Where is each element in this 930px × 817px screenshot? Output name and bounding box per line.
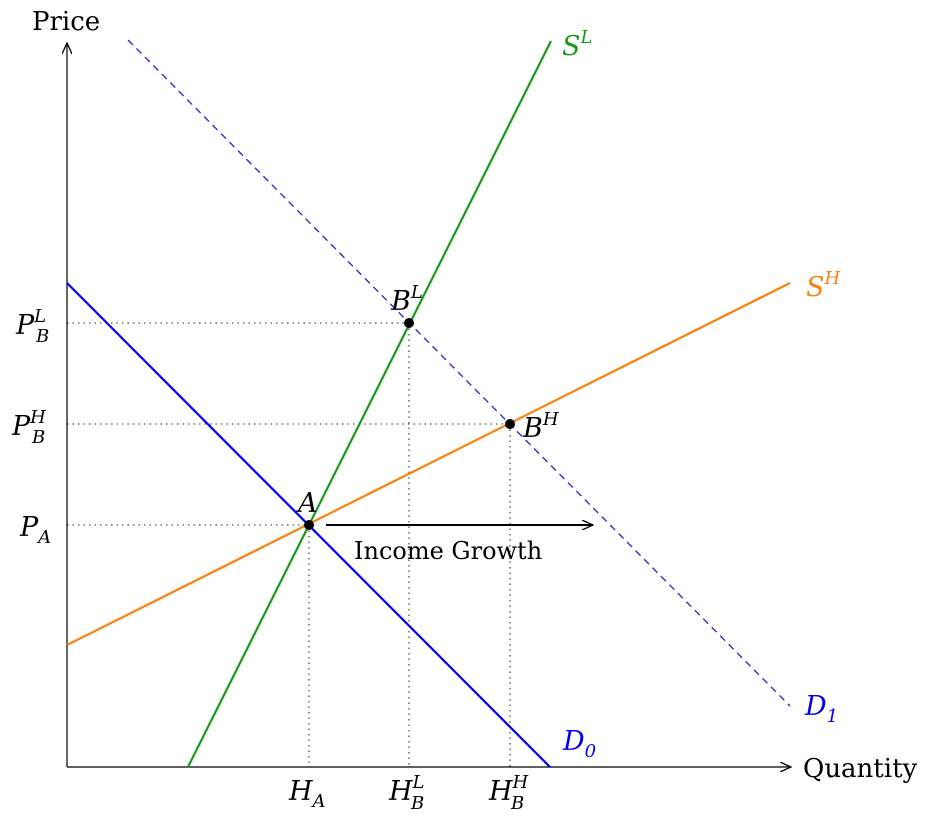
price-tick-pbl: PL B: [15, 306, 49, 347]
supply-low-label: SL: [562, 27, 592, 62]
income-growth-label: Income Growth: [354, 537, 542, 565]
price-tick-pbh: PH B: [11, 407, 46, 448]
quantity-tick-ha: HA: [288, 776, 326, 812]
point-bl: [404, 318, 414, 328]
supply-curve-high: [66, 282, 791, 646]
guide-lines: [67, 322, 511, 767]
demand-1-label: D1: [804, 691, 838, 727]
supply-curve-low: [187, 40, 552, 768]
demand-0-label: D0: [562, 726, 596, 762]
point-bl-label: BL: [390, 282, 423, 317]
point-bh-label: BH: [522, 409, 559, 444]
x-axis-label: Quantity: [803, 754, 918, 784]
point-a-label: A: [295, 488, 318, 519]
point-bh: [505, 419, 515, 429]
point-a: [304, 520, 314, 530]
quantity-tick-hbh: HH B: [488, 772, 529, 814]
quantity-tick-hbl: HL B: [388, 772, 425, 814]
demand-curve-1: [127, 39, 791, 707]
y-axis-label: Price: [32, 7, 100, 37]
price-tick-pa: PA: [19, 512, 51, 548]
supply-high-label: SH: [806, 268, 841, 303]
